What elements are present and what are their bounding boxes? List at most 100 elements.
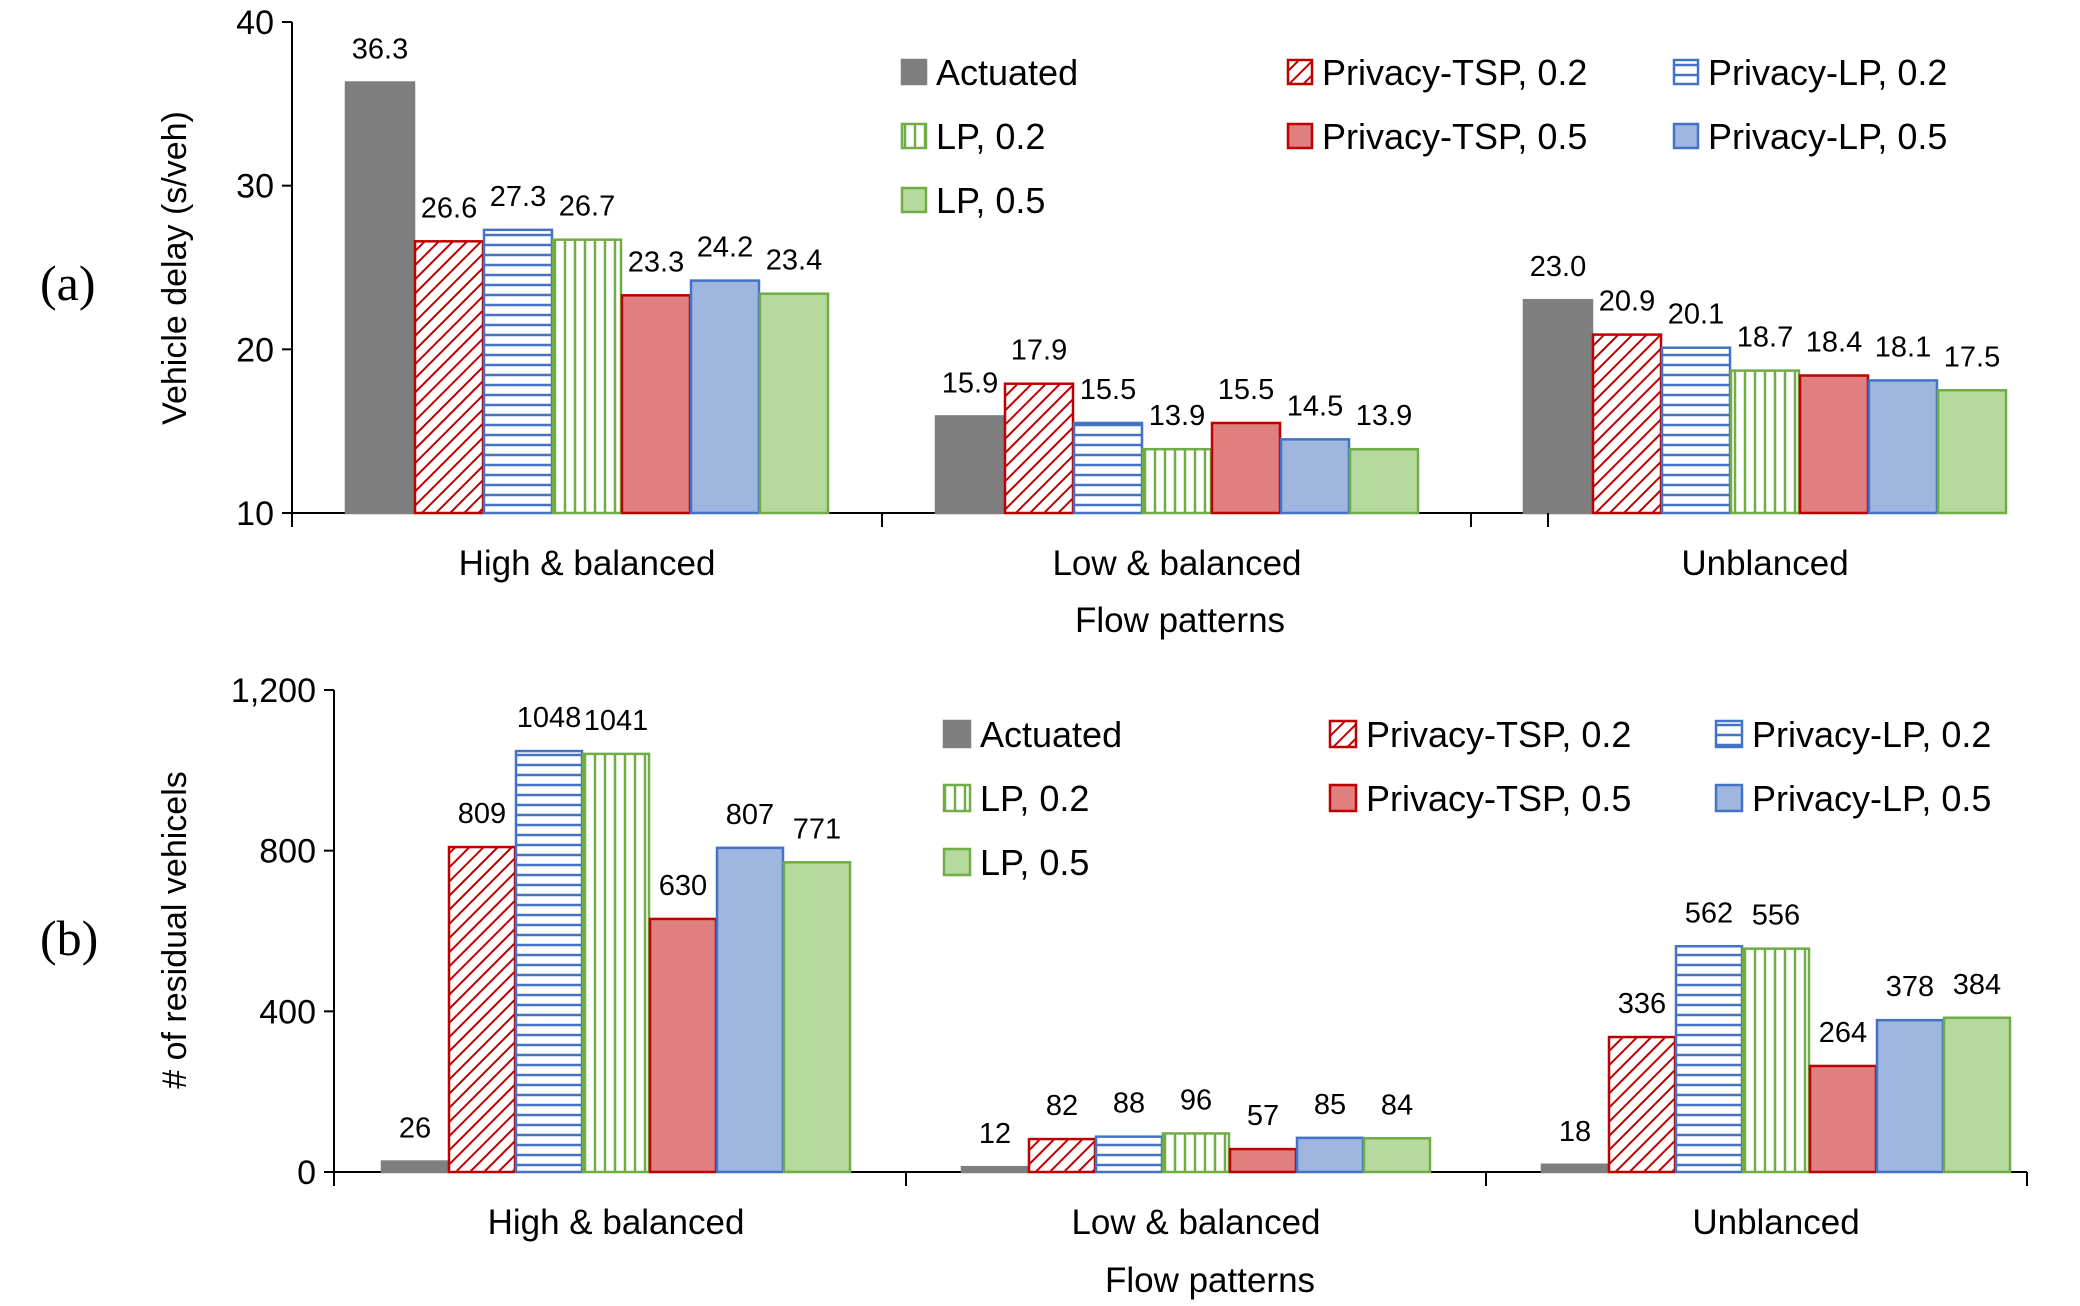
- panel-label-a: (a): [40, 255, 96, 311]
- data-label: 18.7: [1737, 322, 1793, 354]
- legend-label: Privacy-TSP, 0.5: [1366, 778, 1631, 819]
- data-label: 807: [726, 799, 774, 831]
- data-label: 15.5: [1080, 374, 1136, 406]
- legend-label: Actuated: [980, 714, 1122, 755]
- data-label: 18.4: [1806, 327, 1862, 359]
- data-label: 384: [1953, 969, 2001, 1001]
- data-label: 26: [399, 1113, 431, 1145]
- legend-swatch: [942, 719, 972, 749]
- legend-label: Privacy-TSP, 0.5: [1322, 116, 1587, 157]
- bar: [482, 228, 554, 515]
- bar: [1362, 1137, 1432, 1174]
- legend-swatch: [1672, 58, 1700, 86]
- legend-label: LP, 0.2: [980, 778, 1089, 819]
- bar: [1674, 945, 1744, 1174]
- legend-swatch: [942, 783, 972, 813]
- legend-swatch: [1714, 783, 1744, 813]
- bar: [1522, 298, 1594, 515]
- legend-swatch: [900, 122, 928, 150]
- chart-panel-b: (b) # of residual vehicels 04008001,200 …: [40, 672, 2028, 1300]
- chart-panel-a: (a) Vehicle delay (s/veh) 10 20 30 40 36.3 1…: [40, 4, 2008, 640]
- bar: [648, 917, 718, 1174]
- bar: [1141, 447, 1213, 515]
- data-label: 24.2: [697, 232, 753, 264]
- legend-swatch: [1286, 58, 1314, 86]
- data-label: 15.9: [942, 367, 998, 399]
- y-axis-title-a: Vehicle delay (s/veh): [156, 111, 194, 425]
- y-tick-label: 40: [236, 4, 274, 42]
- data-label: 1048: [517, 702, 582, 734]
- bar: [934, 415, 1006, 515]
- data-label: 12: [979, 1118, 1011, 1150]
- bar: [1936, 389, 2008, 515]
- legend-label: Privacy-LP, 0.5: [1708, 116, 1947, 157]
- x-tick-label: Low & balanced: [1071, 1203, 1320, 1242]
- data-label: 336: [1618, 988, 1666, 1020]
- bar: [1808, 1064, 1878, 1174]
- data-label: 378: [1886, 971, 1934, 1003]
- bar: [380, 1160, 450, 1174]
- bar: [1228, 1147, 1298, 1174]
- data-label: 27.3: [490, 181, 546, 213]
- y-tick-label: 1,200: [231, 672, 316, 710]
- bar: [1540, 1163, 1610, 1174]
- data-label: 18: [1559, 1116, 1591, 1148]
- bar: [514, 749, 584, 1174]
- bars-b: [380, 749, 2012, 1174]
- bar: [1094, 1135, 1164, 1174]
- x-axis-a: High & balanced Low & balanced Unblanced: [291, 513, 1849, 583]
- x-tick-label: Unblanced: [1681, 544, 1848, 583]
- legend-swatch: [1328, 719, 1358, 749]
- legend-swatch: [942, 847, 972, 877]
- bar: [1741, 947, 1811, 1174]
- y-tick-label: 20: [236, 331, 274, 369]
- bar: [758, 292, 830, 515]
- bar: [551, 238, 623, 515]
- legend-label: Privacy-TSP, 0.2: [1322, 52, 1587, 93]
- legend-label: Privacy-LP, 0.2: [1708, 52, 1947, 93]
- x-axis-title-a: Flow patterns: [1075, 601, 1285, 640]
- bar: [960, 1165, 1030, 1174]
- data-label: 17.5: [1944, 341, 2000, 373]
- data-label: 36.3: [352, 34, 408, 66]
- data-label: 20.9: [1599, 286, 1655, 318]
- bar: [413, 240, 485, 515]
- y-tick-label: 800: [259, 833, 316, 871]
- data-label: 88: [1113, 1088, 1145, 1120]
- data-label: 771: [793, 813, 841, 845]
- data-label: 23.0: [1530, 251, 1586, 283]
- bar: [581, 752, 651, 1174]
- bars-a: [344, 81, 2008, 515]
- bar: [1867, 379, 1939, 515]
- y-tick-label: 0: [297, 1154, 316, 1192]
- data-label: 17.9: [1011, 335, 1067, 367]
- data-labels-b: 26 12 18 809 82 336 1048 88 562 1041 96 556 630 57 264…: [399, 702, 2001, 1150]
- legend-swatch: [1714, 719, 1744, 749]
- y-tick-label: 30: [236, 168, 274, 206]
- data-label: 23.4: [766, 245, 822, 277]
- bar: [1942, 1016, 2012, 1174]
- y-axis-a: 10 20 30 40: [236, 4, 292, 533]
- x-tick-label: High & balanced: [488, 1203, 745, 1242]
- y-axis-title-b: # of residual vehicels: [156, 771, 194, 1089]
- data-label: 96: [1180, 1084, 1212, 1116]
- bar: [344, 81, 416, 515]
- y-axis-b: 0 400 800 1,200: [231, 672, 334, 1192]
- data-label: 82: [1046, 1090, 1078, 1122]
- bar: [1003, 382, 1075, 515]
- legend-b: Actuated Privacy-TSP, 0.2 Privacy-LP, 0.2 L…: [942, 714, 1991, 883]
- data-label: 18.1: [1875, 331, 1931, 363]
- data-label: 1041: [584, 705, 649, 737]
- bar: [1161, 1132, 1231, 1174]
- data-label: 23.3: [628, 246, 684, 278]
- y-tick-label: 400: [259, 993, 316, 1031]
- bar: [1279, 438, 1351, 515]
- data-label: 264: [1819, 1017, 1867, 1049]
- bar: [1295, 1136, 1365, 1174]
- y-tick-label: 10: [236, 495, 274, 533]
- x-axis-b: High & balanced Low & balanced Unblanced: [333, 1172, 2028, 1242]
- data-label: 13.9: [1149, 400, 1205, 432]
- x-tick-label: High & balanced: [459, 544, 716, 583]
- legend-swatch: [1672, 122, 1700, 150]
- data-labels-a: 36.3 15.9 23.0 26.6 17.9 20.9 27.3 15.5 20.1 26.7…: [352, 34, 2000, 433]
